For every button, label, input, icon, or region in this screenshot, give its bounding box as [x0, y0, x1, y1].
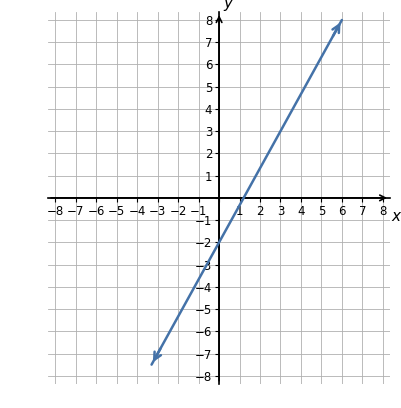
Text: y: y	[223, 0, 232, 11]
Text: x: x	[390, 209, 399, 224]
